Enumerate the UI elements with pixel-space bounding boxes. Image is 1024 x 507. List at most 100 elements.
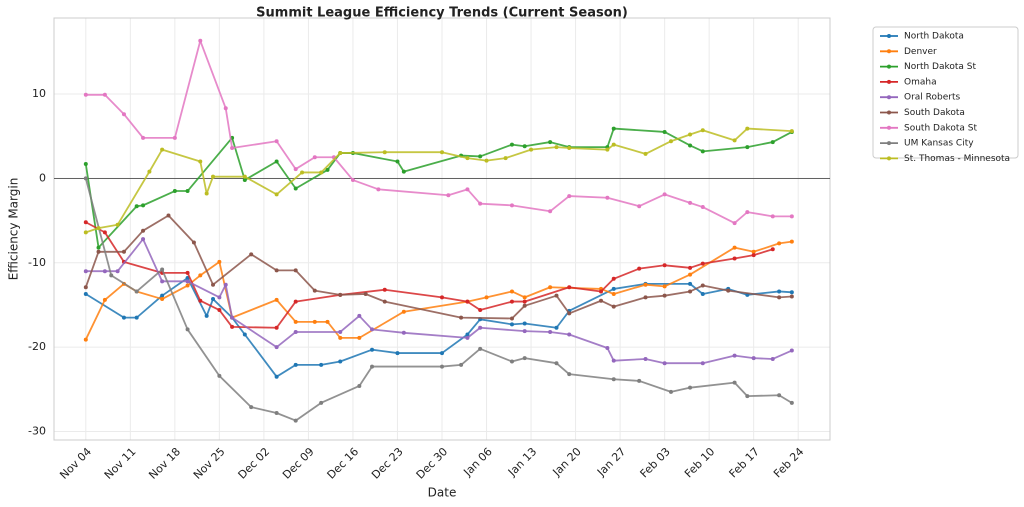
data-point: [522, 329, 527, 334]
data-point: [789, 348, 794, 353]
data-point: [465, 332, 470, 337]
data-point: [522, 295, 527, 300]
legend-swatch: [887, 79, 891, 84]
data-point: [662, 284, 667, 289]
y-tick-label: -20: [28, 340, 46, 353]
data-point: [109, 273, 114, 278]
data-point: [325, 167, 330, 172]
data-point: [611, 276, 616, 281]
data-point: [217, 308, 222, 313]
data-point: [751, 253, 756, 258]
data-point: [662, 129, 667, 134]
data-point: [503, 156, 508, 161]
data-point: [732, 353, 737, 358]
data-point: [115, 269, 120, 274]
x-axis-label: Date: [428, 486, 457, 500]
data-point: [465, 299, 470, 304]
data-point: [242, 174, 247, 179]
data-point: [688, 385, 693, 390]
data-point: [141, 237, 146, 242]
data-point: [688, 200, 693, 205]
legend-label: St. Thomas - Minnesota: [904, 154, 1010, 164]
data-point: [217, 295, 222, 300]
data-point: [363, 291, 368, 296]
data-point: [745, 210, 750, 215]
data-point: [637, 378, 642, 383]
data-point: [160, 293, 165, 298]
legend-swatch: [887, 49, 891, 54]
data-point: [134, 289, 139, 294]
legend-swatch: [887, 110, 891, 115]
data-point: [611, 142, 616, 147]
data-point: [293, 418, 298, 423]
data-point: [198, 38, 203, 43]
data-point: [459, 315, 464, 320]
data-point: [789, 239, 794, 244]
data-point: [643, 151, 648, 156]
data-point: [700, 261, 705, 266]
data-point: [185, 279, 190, 284]
data-point: [134, 204, 139, 209]
data-point: [293, 299, 298, 304]
data-point: [599, 289, 604, 294]
data-point: [522, 144, 527, 149]
data-point: [446, 193, 451, 198]
data-point: [770, 214, 775, 219]
data-point: [166, 213, 171, 218]
data-point: [567, 194, 572, 199]
data-point: [274, 410, 279, 415]
data-point: [274, 139, 279, 144]
data-point: [478, 346, 483, 351]
data-point: [751, 356, 756, 361]
data-point: [223, 282, 228, 287]
data-point: [611, 286, 616, 291]
data-point: [293, 362, 298, 367]
data-point: [478, 201, 483, 206]
data-point: [789, 214, 794, 219]
data-point: [96, 249, 101, 254]
data-point: [274, 192, 279, 197]
data-point: [338, 151, 343, 156]
data-point: [370, 327, 375, 332]
data-point: [319, 170, 324, 175]
data-point: [465, 187, 470, 192]
data-point: [172, 135, 177, 140]
data-point: [688, 272, 693, 277]
data-point: [688, 132, 693, 137]
data-point: [185, 270, 190, 275]
data-point: [522, 303, 527, 308]
plot-frame: [53, 17, 831, 441]
data-point: [141, 203, 146, 208]
legend-swatch: [887, 125, 891, 130]
data-point: [777, 393, 782, 398]
legend-label: Oral Roberts: [904, 93, 960, 103]
data-point: [185, 283, 190, 288]
data-point: [440, 150, 444, 155]
data-point: [121, 249, 126, 254]
data-point: [440, 351, 444, 356]
data-point: [732, 138, 737, 143]
data-point: [599, 298, 604, 303]
data-point: [83, 220, 88, 225]
legend-swatch: [887, 95, 891, 100]
data-point: [211, 174, 216, 179]
data-point: [662, 361, 667, 366]
data-point: [745, 145, 750, 150]
legend-label: Denver: [904, 47, 937, 57]
data-point: [484, 295, 489, 300]
data-point: [96, 226, 101, 231]
data-point: [141, 135, 146, 140]
data-point: [605, 346, 610, 351]
data-point: [395, 351, 400, 356]
data-point: [160, 147, 165, 152]
data-point: [223, 106, 228, 111]
data-point: [478, 308, 483, 313]
data-point: [274, 374, 279, 379]
legend-swatch: [887, 156, 891, 161]
data-point: [567, 372, 572, 377]
data-point: [293, 186, 298, 191]
data-point: [770, 140, 775, 145]
legend-swatch: [887, 64, 891, 69]
legend-label: South Dakota St: [904, 123, 977, 133]
